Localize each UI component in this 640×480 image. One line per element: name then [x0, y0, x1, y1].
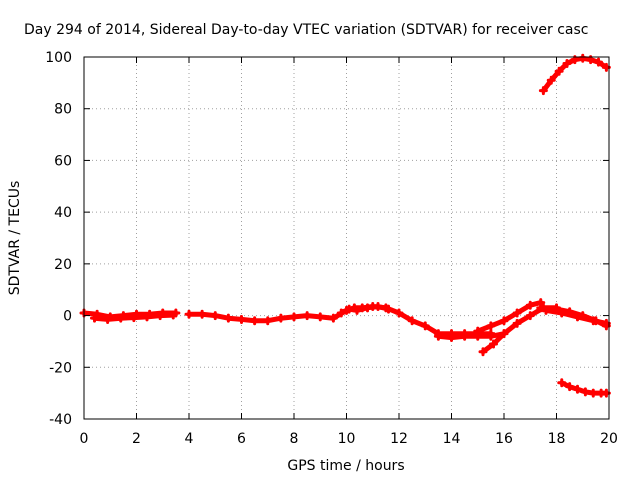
data-point: [588, 316, 598, 326]
data-point: [394, 308, 404, 318]
data-point: [276, 313, 286, 323]
data-point: [168, 310, 178, 320]
data-point: [155, 311, 165, 321]
y-axis-label: SDTVAR / TECUs: [7, 181, 23, 296]
y-tick-label: -20: [49, 360, 72, 376]
grid-layer: [84, 57, 609, 419]
data-point: [499, 316, 509, 326]
data-point: [384, 304, 393, 314]
data-point: [433, 331, 443, 341]
x-tick-label: 0: [80, 431, 89, 447]
data-point: [541, 305, 551, 315]
data-point: [588, 388, 598, 398]
x-tick-label: 8: [290, 431, 299, 447]
y-tick-label: 80: [54, 102, 72, 118]
data-point: [546, 75, 556, 85]
data-point: [557, 308, 567, 318]
data-point: [363, 303, 372, 313]
y-tick-label: 60: [54, 153, 72, 169]
y-tick-label: 40: [54, 205, 72, 221]
y-tick-label: -40: [49, 412, 72, 428]
data-point: [565, 382, 575, 392]
data-point: [237, 314, 246, 324]
x-tick-label: 4: [185, 431, 194, 447]
data-point: [601, 318, 611, 328]
data-point: [562, 58, 572, 68]
data-point: [142, 312, 152, 322]
x-tick-label: 14: [443, 431, 461, 447]
data-point: [197, 309, 207, 319]
data-point: [525, 311, 535, 321]
data-point: [447, 333, 456, 343]
x-tick-label: 18: [548, 431, 566, 447]
data-point: [570, 55, 580, 65]
data-point: [473, 326, 483, 336]
data-point: [557, 378, 567, 388]
data-point: [315, 312, 325, 322]
data-point: [210, 311, 220, 321]
data-point: [373, 302, 383, 312]
data-point: [344, 304, 354, 314]
tick-layer: 0 2 4 6 8 10 12 14 16 18 20 -40 -20 0 20 40 60 80 100: [45, 50, 618, 447]
data-point: [336, 308, 346, 318]
data-point: [525, 300, 535, 310]
data-point: [601, 388, 611, 398]
data-point: [486, 321, 496, 331]
y-tick-label: 20: [54, 257, 72, 273]
data-point: [486, 331, 496, 341]
data-point: [580, 387, 590, 397]
x-tick-label: 12: [390, 431, 408, 447]
data-point: [352, 305, 362, 315]
data-point: [420, 321, 430, 331]
data-point: [460, 331, 470, 341]
data-point: [478, 347, 488, 357]
chart-title: Day 294 of 2014, Sidereal Day-to-day VTE…: [24, 22, 588, 38]
data-point: [499, 329, 509, 339]
data-point: [129, 313, 139, 323]
data-point: [250, 316, 260, 326]
data-point: [263, 316, 273, 326]
data-point: [512, 318, 522, 328]
data-point: [116, 313, 126, 323]
data-point: [184, 309, 194, 319]
x-tick-label: 16: [495, 431, 513, 447]
series-layer: [79, 53, 611, 398]
y-tick-label: 100: [45, 50, 72, 66]
data-point: [578, 53, 588, 63]
x-tick-label: 6: [237, 431, 246, 447]
x-tick-label: 2: [132, 431, 141, 447]
data-point: [512, 308, 522, 318]
data-point: [573, 312, 582, 322]
y-tick-label: 0: [63, 309, 72, 325]
data-point: [407, 316, 417, 326]
data-point: [573, 384, 582, 394]
x-axis-label: GPS time / hours: [287, 458, 404, 474]
x-tick-label: 20: [600, 431, 618, 447]
data-point: [554, 66, 564, 76]
data-point: [289, 312, 299, 322]
data-point: [594, 57, 603, 67]
x-tick-label: 10: [338, 431, 356, 447]
data-point: [328, 313, 338, 323]
data-point: [489, 339, 498, 349]
data-point: [538, 86, 548, 96]
data-point: [601, 62, 611, 72]
data-point: [586, 55, 596, 65]
data-point: [90, 313, 99, 323]
data-point: [302, 311, 312, 321]
data-point: [103, 314, 113, 324]
data-point: [223, 313, 233, 323]
data-point: [536, 303, 546, 313]
